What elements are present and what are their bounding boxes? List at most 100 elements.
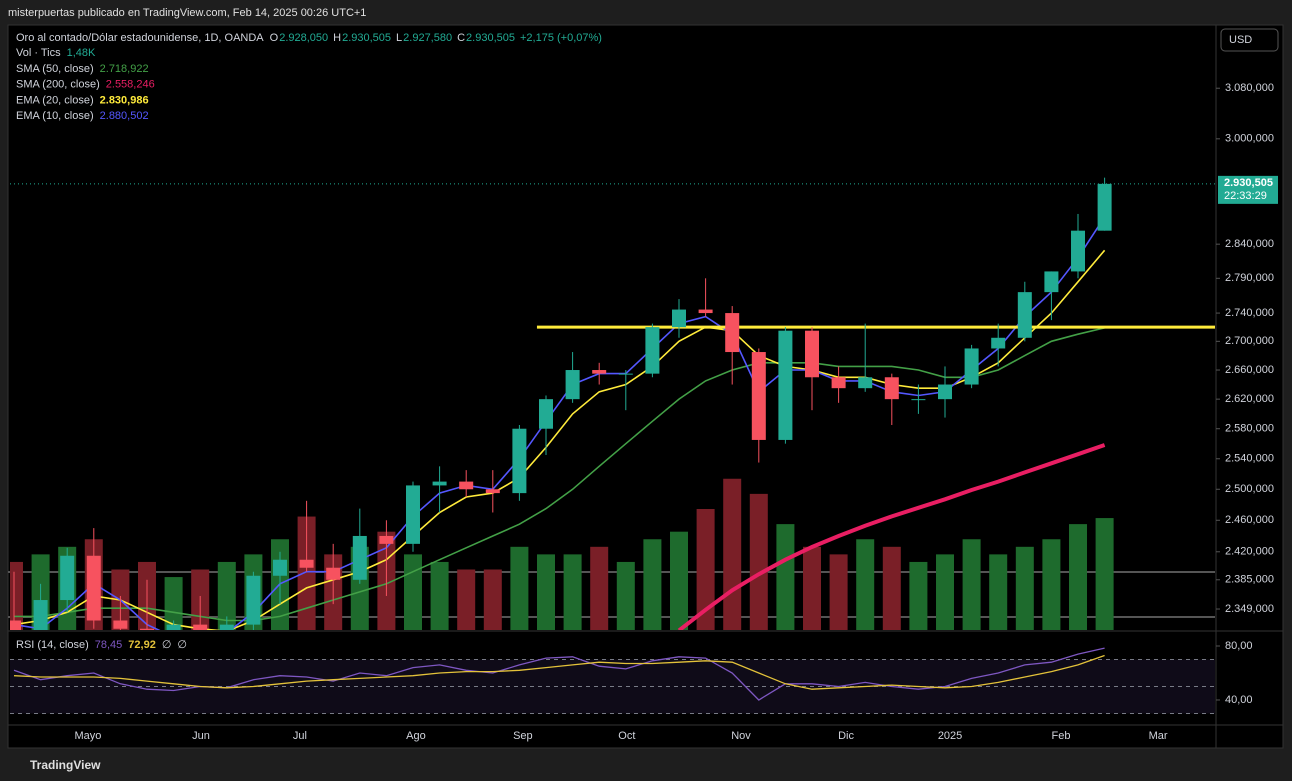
x-tick-label: Dic: [838, 730, 854, 742]
volume-bar: [936, 554, 955, 630]
rsi-tick-label: 40,00: [1225, 694, 1253, 706]
x-tick-label: Jun: [192, 730, 210, 742]
chart-frame: [7, 24, 1284, 749]
rsi-pane: [10, 647, 1215, 714]
candle-body: [512, 428, 527, 494]
legend-text: 2.880,502: [100, 110, 149, 122]
volume-bar: [1042, 539, 1061, 630]
x-tick-label: 2025: [938, 730, 962, 742]
candle-body: [485, 489, 500, 494]
legend-text: 78,45: [95, 639, 123, 651]
x-tick-label: Ago: [406, 730, 426, 742]
y-tick-label: 2.349,000: [1225, 603, 1274, 615]
candle-body: [86, 555, 101, 621]
x-tick-label: Mayo: [74, 730, 101, 742]
volume-bar: [1095, 518, 1114, 630]
last-price-label: 2.930,505: [1224, 177, 1273, 189]
volume-bar: [670, 531, 689, 630]
volume-bar: [10, 561, 23, 630]
candle-body: [672, 309, 687, 328]
moving-average: [677, 443, 1106, 630]
candle-body: [938, 384, 953, 400]
candle-body: [725, 313, 740, 353]
legend-text: 2.930,505: [342, 32, 391, 44]
legend-text: 2.930,505: [466, 32, 515, 44]
x-tick-label: Nov: [731, 730, 751, 742]
candle-body: [618, 373, 633, 375]
moving-average: [13, 216, 1106, 630]
legend-text: L: [396, 32, 402, 44]
volume-bar: [403, 554, 422, 630]
candle-body: [592, 370, 607, 374]
y-tick-label: 2.790,000: [1225, 272, 1274, 284]
y-tick-label: 2.740,000: [1225, 307, 1274, 319]
x-tick-label: Jul: [293, 730, 307, 742]
x-tick-label: Oct: [618, 730, 635, 742]
y-tick-label: 2.660,000: [1225, 364, 1274, 376]
y-tick-label: 3.080,000: [1225, 82, 1274, 94]
candle-body: [645, 327, 660, 374]
currency[interactable]: USD: [1229, 34, 1252, 46]
candle-body: [379, 535, 394, 544]
legend-text: 2.718,922: [100, 63, 149, 75]
y-tick-label: 2.700,000: [1225, 335, 1274, 347]
volume-bar: [962, 539, 981, 630]
last-price-box: [1218, 175, 1278, 204]
legend-text: O: [270, 32, 279, 44]
volume-bar: [989, 554, 1008, 630]
candle-body: [1044, 271, 1059, 293]
candle-body: [352, 535, 367, 580]
candle-body: [166, 624, 181, 630]
volume-bar: [829, 554, 848, 630]
countdown: 22:33:29: [1224, 190, 1267, 202]
legend-text: H: [333, 32, 341, 44]
legend-text: 72,92: [128, 639, 156, 651]
main-pane: [10, 177, 1215, 630]
legend-text: SMA (50, close): [16, 63, 94, 75]
candle-body: [698, 309, 713, 314]
y-tick-label: 2.460,000: [1225, 514, 1274, 526]
volume-bar: [909, 561, 928, 630]
volume-bar: [297, 516, 316, 630]
legend-text: EMA (20, close): [16, 94, 94, 106]
legend-text: Oro al contado/Dólar estadounidense, 1D,…: [16, 32, 264, 44]
volume-bar: [616, 561, 635, 630]
candle-body: [858, 377, 873, 389]
candle-body: [1097, 183, 1112, 231]
candle-body: [565, 370, 580, 400]
y-tick-label: 2.500,000: [1225, 483, 1274, 495]
candle-body: [246, 575, 261, 625]
volume-bar: [217, 561, 236, 630]
legend-text: ∅: [177, 639, 187, 651]
candle-body: [538, 399, 553, 429]
candle-body: [459, 481, 474, 490]
volume-bar: [536, 554, 555, 630]
y-tick-label: 2.540,000: [1225, 453, 1274, 465]
x-tick-label: Mar: [1149, 730, 1168, 742]
y-tick-label: 2.620,000: [1225, 393, 1274, 405]
volume-bar: [1069, 524, 1088, 630]
x-tick-label: Feb: [1051, 730, 1070, 742]
y-tick-label: 3.000,000: [1225, 133, 1274, 145]
currency-button[interactable]: [1220, 28, 1279, 52]
volume-bar: [882, 546, 901, 630]
volume-bar: [723, 478, 742, 630]
volume-bar: [696, 509, 715, 630]
candle-body: [60, 555, 75, 601]
rsi-tick-label: 80,00: [1225, 640, 1253, 652]
volume-bar: [590, 546, 609, 630]
candle-body: [10, 620, 21, 630]
legend-text: ∅: [162, 639, 172, 651]
legend-text: 2.830,986: [100, 94, 149, 106]
legend-text: +2,175 (+0,07%): [520, 32, 602, 44]
candle-body: [113, 620, 128, 629]
y-tick-label: 2.385,000: [1225, 574, 1274, 586]
legend-text: 2.928,050: [279, 32, 328, 44]
candle-body: [33, 600, 48, 630]
legend-text: EMA (10, close): [16, 110, 94, 122]
candle-body: [831, 377, 846, 389]
publisher: misterpuertas publicado en TradingView.c…: [8, 7, 366, 19]
candle-body: [1071, 230, 1086, 272]
candle-body: [326, 567, 341, 580]
candle-body: [911, 399, 926, 401]
